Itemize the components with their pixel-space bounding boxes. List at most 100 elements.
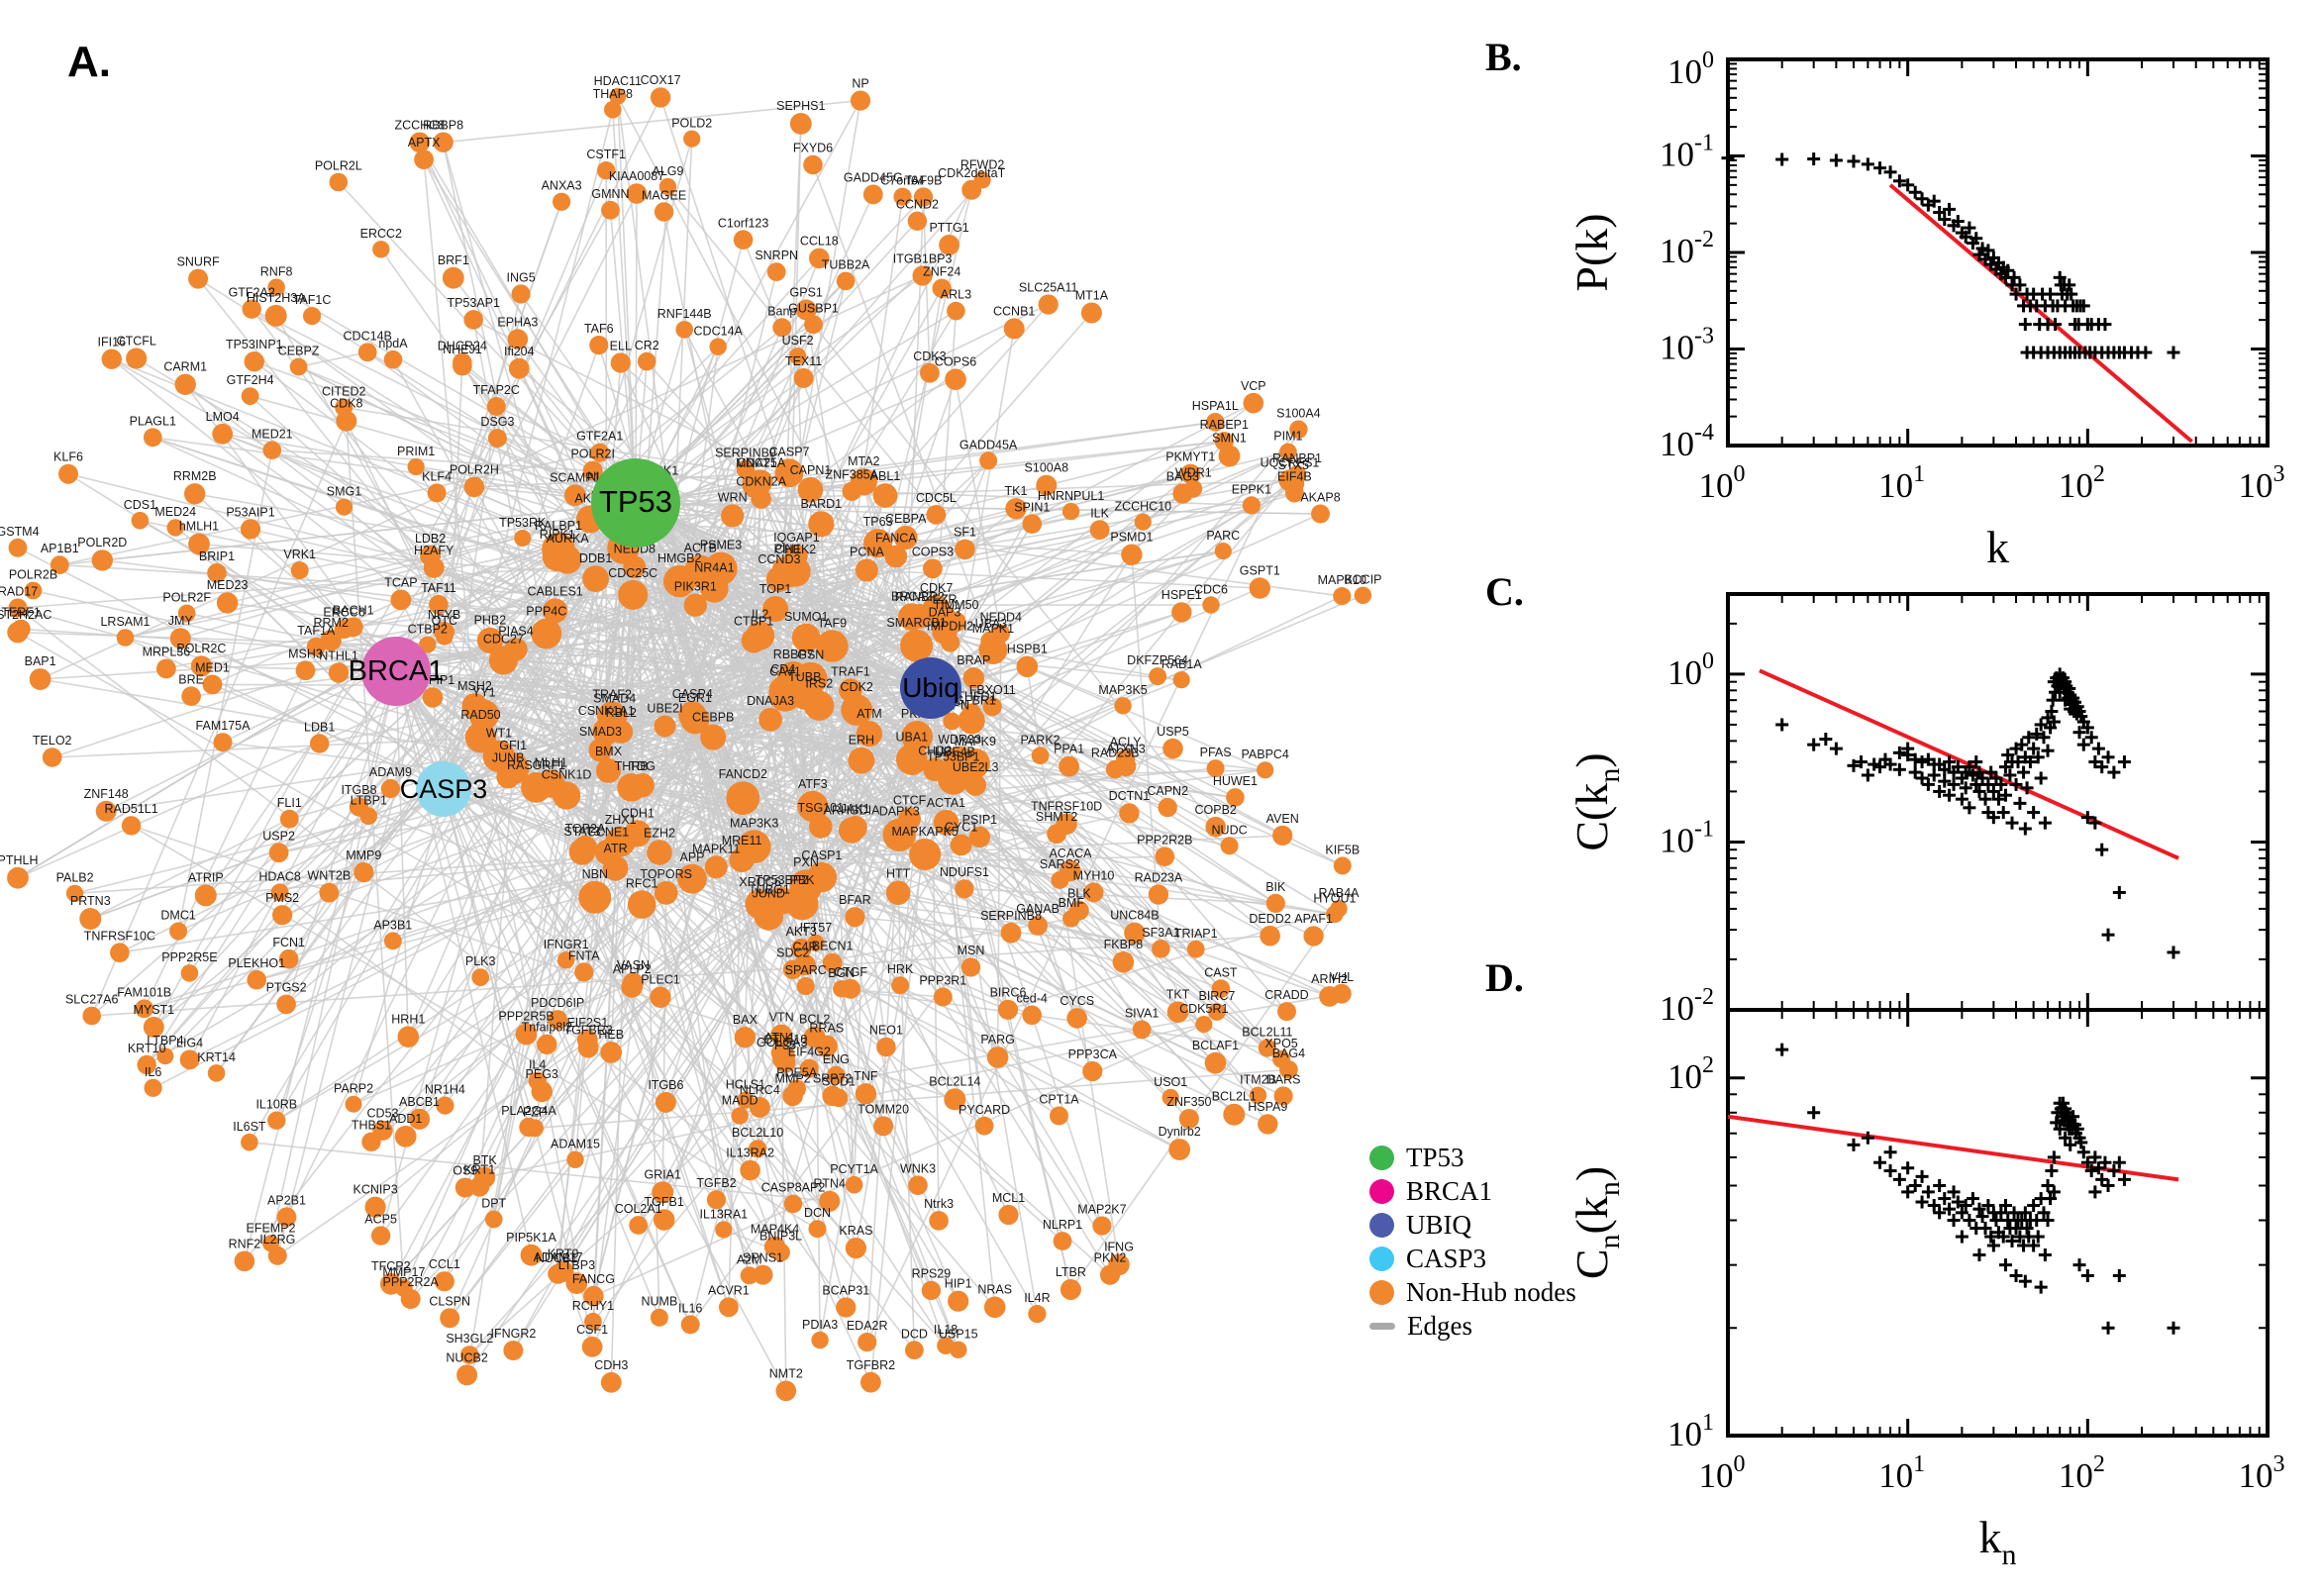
network-panel: WRN MNAT1 WDR33 ZHX1 TAF9 CDK7 RBL2 CABLES1 ERH U… bbox=[0, 73, 1382, 1402]
gene-label: UBE4B bbox=[935, 746, 975, 759]
network-node bbox=[893, 187, 912, 206]
network-node bbox=[407, 457, 425, 476]
gene-label: STAT3 bbox=[563, 825, 600, 839]
gene-label: PPP2R5B bbox=[498, 1010, 554, 1024]
network-node bbox=[855, 1083, 877, 1105]
gene-label: ZHX1 bbox=[605, 813, 637, 827]
network-node bbox=[876, 1037, 896, 1057]
network-node bbox=[1220, 837, 1239, 855]
network-node bbox=[335, 398, 354, 417]
gene-label: CDC27 bbox=[483, 632, 524, 646]
gene-label: ACLY bbox=[1110, 736, 1142, 749]
gene-label: ATF3 bbox=[798, 777, 828, 791]
network-node bbox=[604, 100, 622, 119]
network-node bbox=[827, 1065, 846, 1085]
network-node bbox=[101, 349, 123, 369]
gene-label: PTGS2 bbox=[266, 981, 307, 995]
gene-label: TUBB2A bbox=[822, 258, 870, 272]
gene-label: TDG bbox=[630, 759, 656, 773]
network-node bbox=[601, 200, 620, 220]
gene-label: MADD bbox=[722, 1093, 758, 1107]
gene-label: TUBG1 bbox=[749, 883, 790, 897]
network-node bbox=[188, 533, 210, 555]
network-node bbox=[704, 551, 738, 586]
legend-item-ubiq: UBIQ bbox=[1369, 1208, 1576, 1242]
network-node bbox=[11, 619, 31, 639]
gene-label: XPO5 bbox=[1264, 1037, 1297, 1050]
axis-label: C(kn) bbox=[1566, 752, 1626, 850]
network-node bbox=[1053, 1232, 1072, 1250]
network-node bbox=[361, 1132, 381, 1152]
network-node bbox=[734, 1027, 757, 1048]
gene-label: IRS2 bbox=[805, 677, 833, 691]
gene-label: RANBP2 bbox=[895, 590, 945, 604]
network-node bbox=[42, 748, 62, 767]
gene-label: ADAM15 bbox=[551, 1138, 600, 1151]
network-node bbox=[1050, 1106, 1068, 1126]
network-node bbox=[184, 483, 206, 505]
gene-label: TP53RK bbox=[499, 516, 547, 530]
gene-label: TP63 bbox=[863, 515, 893, 529]
network-node bbox=[863, 529, 893, 558]
gene-label: IL16 bbox=[678, 1302, 702, 1316]
gene-label: PCYT1A bbox=[830, 1162, 878, 1176]
gene-label: APTX bbox=[408, 136, 441, 150]
network-node bbox=[272, 905, 293, 926]
network-node bbox=[908, 1175, 928, 1195]
legend-item-tp53: TP53 bbox=[1369, 1141, 1576, 1174]
gene-label: SARS2 bbox=[1040, 857, 1080, 871]
gene-label: CDC14A bbox=[694, 325, 744, 339]
gene-label: PLEC1 bbox=[641, 973, 680, 987]
gene-label: LTBR bbox=[1056, 1265, 1086, 1279]
gene-label: BNIP3L bbox=[759, 1230, 802, 1244]
gene-label: CDC14B bbox=[344, 329, 392, 343]
network-node bbox=[241, 1133, 258, 1151]
gene-label: BECN1 bbox=[812, 940, 854, 953]
gene-label: BAG4 bbox=[1272, 1047, 1305, 1060]
network-node bbox=[349, 797, 369, 817]
gene-label: SUMO1 bbox=[784, 610, 829, 624]
hub-node-tp53 bbox=[591, 458, 680, 548]
gene-label: AP2B1 bbox=[267, 1193, 306, 1207]
network-node bbox=[121, 816, 142, 836]
network-node bbox=[1119, 803, 1140, 824]
gene-label: PLA2G4A bbox=[501, 1104, 556, 1118]
gene-label: THBS1 bbox=[352, 1119, 391, 1133]
axis-label: k bbox=[1986, 522, 2009, 572]
gene-label: SMAD4 bbox=[593, 691, 636, 705]
gene-label: UBE2I bbox=[647, 702, 682, 716]
gene-label: IL18 bbox=[934, 1323, 958, 1337]
network-node bbox=[1208, 1003, 1226, 1021]
network-node bbox=[751, 488, 771, 509]
network-node bbox=[537, 1034, 557, 1055]
network-node bbox=[654, 881, 678, 905]
gene-label: RNF144B bbox=[657, 307, 712, 321]
gene-label: ABL1 bbox=[870, 469, 901, 483]
network-node bbox=[1330, 900, 1348, 918]
network-node bbox=[858, 1333, 877, 1352]
tick-label: 100 bbox=[1699, 1451, 1746, 1495]
network-node bbox=[1022, 1005, 1042, 1026]
network-node bbox=[891, 976, 910, 995]
fit-line bbox=[1888, 183, 2193, 444]
hub-label-brca1: BRCA1 bbox=[349, 655, 445, 687]
network-node bbox=[354, 861, 374, 883]
network-node bbox=[521, 771, 552, 803]
gene-label: BCAP31 bbox=[822, 1284, 869, 1298]
network-node bbox=[979, 451, 998, 470]
gene-label: IL2RG bbox=[259, 1233, 295, 1247]
gene-label: CDK7 bbox=[920, 581, 953, 595]
gene-label: ITGB6 bbox=[648, 1078, 683, 1092]
gene-label: VHL bbox=[1330, 970, 1354, 984]
gene-label: GTF2A1 bbox=[576, 430, 623, 444]
gene-label: MED24 bbox=[154, 505, 196, 519]
gene-label: ATR bbox=[604, 842, 628, 855]
network-node bbox=[582, 565, 609, 592]
gene-label: EDA2R bbox=[847, 1319, 888, 1333]
gene-label: MYST1 bbox=[133, 1003, 174, 1017]
gene-label: SCAMP1 bbox=[550, 470, 600, 484]
network-node bbox=[345, 1095, 362, 1113]
gene-label: PIM1 bbox=[1273, 430, 1302, 444]
network-node bbox=[941, 633, 960, 652]
network-node bbox=[486, 397, 506, 416]
